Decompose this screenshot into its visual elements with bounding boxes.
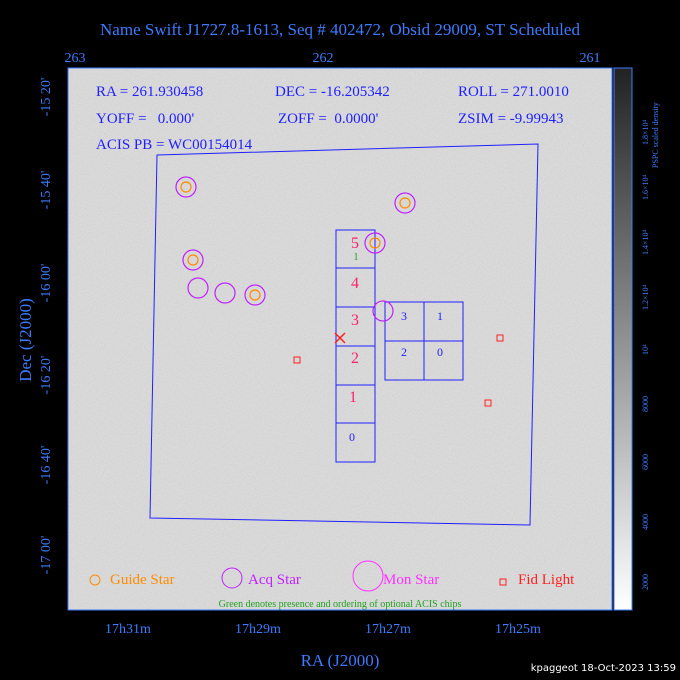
guide-star: [249, 289, 261, 301]
chip-labels: 5 4 3 2 1 0 1 3 1 2 0: [349, 235, 443, 444]
fid-light: [496, 334, 504, 342]
info-text: ZOFF = 0.0000': [278, 111, 379, 127]
tick: 1.2×10⁴: [641, 284, 650, 310]
tick: 17h29m: [235, 622, 281, 637]
acq-star: [372, 300, 394, 322]
info-text: RA = 261.930458: [96, 84, 203, 100]
left-ticks: -15 20' -15 40' -16 00' -16 20' -16 40' …: [39, 78, 54, 575]
info-text: ZSIM = -9.99943: [458, 111, 564, 127]
chip-label: 5: [351, 235, 359, 252]
info-text: DEC = -16.205342: [275, 84, 390, 100]
guide-star: [369, 237, 381, 249]
chip-label: 3: [351, 312, 359, 329]
tick: 10⁴: [641, 344, 650, 355]
tick: -16 20': [39, 356, 54, 395]
guide-star: [180, 181, 192, 193]
y-label: Dec (J2000): [16, 298, 35, 382]
fov: [149, 143, 539, 526]
acq-star: [244, 284, 266, 306]
guide-star: [187, 254, 199, 266]
legend-symbol: [89, 574, 101, 586]
info: RA = 261.930458 DEC = -16.205342 ROLL = …: [96, 84, 569, 153]
tick: -17 00': [39, 536, 54, 575]
acq-star: [175, 176, 197, 198]
acq-star: [364, 232, 386, 254]
optional-chip-label: 1: [354, 252, 359, 263]
chip-label: 2: [401, 345, 407, 359]
chip-label: 2: [351, 350, 359, 367]
tick: 17h25m: [495, 622, 541, 637]
fid-light: [484, 399, 492, 407]
info-text: YOFF = 0.000': [96, 111, 195, 127]
info-text: ROLL = 271.0010: [458, 84, 569, 100]
fid-light: [293, 356, 301, 364]
tick: 4000: [641, 514, 650, 530]
stars: [175, 176, 504, 407]
legend-symbol: [221, 567, 243, 589]
target: [334, 332, 346, 344]
colorbar: [613, 67, 633, 611]
tick: 1.4×10⁴: [641, 229, 650, 255]
tick: 262: [313, 51, 334, 66]
guide-star: [399, 197, 411, 209]
legend-symbol: [499, 578, 507, 586]
legend-text: Fid Light: [518, 572, 575, 588]
legend-symbol: [352, 560, 384, 592]
tick: -15 20': [39, 78, 54, 117]
chip-label: 0: [349, 430, 355, 444]
tick: 1.6×10⁴: [641, 174, 650, 200]
acq-star: [187, 277, 209, 299]
acq-star: [394, 192, 416, 214]
chip: [423, 340, 464, 381]
bottom-ticks: 17h31m 17h29m 17h27m 17h25m: [105, 622, 541, 637]
legend-text: Acq Star: [248, 572, 301, 588]
chip-label: 3: [401, 309, 407, 323]
title: Name Swift J1727.8-1613, Seq # 402472, O…: [100, 20, 580, 39]
tick: 6000: [641, 454, 650, 470]
chip-label: 0: [437, 345, 443, 359]
chips: [335, 229, 464, 463]
tick: 17h27m: [365, 622, 411, 637]
chip-label: 1: [437, 309, 443, 323]
tick: 2000: [641, 574, 650, 590]
legend-text: Guide Star: [110, 572, 175, 588]
tick: 263: [65, 51, 86, 66]
chip-label: 4: [351, 275, 359, 292]
legend-text: Mon Star: [383, 572, 439, 588]
footer: kpaggeot 18-Oct-2023 13:59: [531, 663, 676, 674]
top-ticks: 263 262 261: [65, 51, 601, 66]
tick: -16 00': [39, 264, 54, 303]
x-label: RA (J2000): [301, 651, 380, 670]
legend: Guide Star Acq Star Mon Star Fid Light G…: [89, 560, 575, 610]
legend-note: Green denotes presence and ordering of o…: [219, 599, 462, 610]
chip: [335, 422, 376, 463]
tick: -15 40': [39, 171, 54, 210]
colorbar-label: PSPC scaled density: [651, 102, 660, 168]
acq-star: [214, 282, 236, 304]
tick: 8000: [641, 396, 650, 412]
info-text: ACIS PB = WC00154014: [96, 137, 253, 153]
frame: [67, 67, 613, 611]
colorbar-ticks: 2000 4000 6000 8000 10⁴ 1.2×10⁴ 1.4×10⁴ …: [641, 102, 660, 590]
acq-star: [182, 249, 204, 271]
chip-label: 1: [349, 389, 357, 406]
tick: 1.8×10⁴: [641, 119, 650, 145]
tick: 17h31m: [105, 622, 151, 637]
tick: 261: [580, 51, 601, 66]
tick: -16 40': [39, 446, 54, 485]
